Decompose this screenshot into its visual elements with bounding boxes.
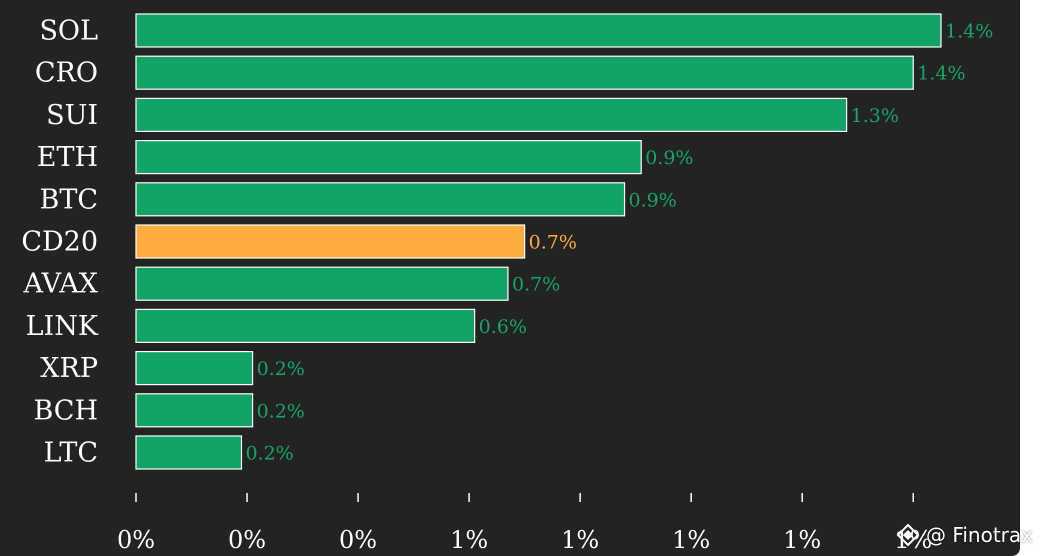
value-label-xrp: 0.2% <box>257 358 305 380</box>
bar-chart: 1.4% 1.4% 1.3% 0.9% 0.9% 0.7% 0.7% 0.6% 0.2% 0.2%… <box>21 13 993 554</box>
bars-layer <box>135 13 942 470</box>
category-label-link: LINK <box>26 311 99 342</box>
value-label-cd20: 0.7% <box>529 232 577 254</box>
x-tick-label: 0% <box>117 526 155 554</box>
category-label-cro: CRO <box>35 58 98 89</box>
category-label-avax: AVAX <box>22 269 98 300</box>
value-label-eth: 0.9% <box>645 147 693 169</box>
category-label-bch: BCH <box>33 395 98 426</box>
bar-bch <box>135 393 254 428</box>
x-tick-label: 1% <box>450 526 488 554</box>
x-tick-label: 1% <box>561 526 599 554</box>
bar-xrp <box>135 351 254 386</box>
bar-btc <box>135 182 626 217</box>
value-label-avax: 0.7% <box>512 274 560 296</box>
x-tick-label: 0% <box>339 526 377 554</box>
chart-panel: 1.4% 1.4% 1.3% 0.9% 0.9% 0.7% 0.7% 0.6% 0.2% 0.2%… <box>0 0 1020 556</box>
bar-ltc <box>135 435 243 470</box>
bar-cd20 <box>135 224 526 259</box>
value-label-sui: 1.3% <box>851 105 899 127</box>
x-axis: 0% 0% 0% 1% 1% 1% 1% 1% <box>117 493 932 554</box>
category-label-cd20: CD20 <box>21 227 98 258</box>
bar-sol <box>135 13 942 48</box>
category-label-btc: BTC <box>39 184 98 215</box>
bar-sui <box>135 97 848 133</box>
value-labels-layer: 1.4% 1.4% 1.3% 0.9% 0.9% 0.7% 0.7% 0.6% 0.2% 0.2%… <box>245 21 993 465</box>
value-label-btc: 0.9% <box>629 189 677 211</box>
bar-cro <box>135 55 914 90</box>
finotrax-logo-icon <box>896 523 920 547</box>
x-tick-label: 1% <box>783 526 821 554</box>
value-label-ltc: 0.2% <box>245 443 293 465</box>
category-label-sol: SOL <box>39 16 98 47</box>
x-tick-label: 0% <box>228 526 266 554</box>
category-labels-layer: SOL CRO SUI ETH BTC CD20 AVAX LINK XRP BCH LTC <box>21 16 98 469</box>
bar-avax <box>135 266 509 301</box>
watermark-text: @ Finotrax <box>925 523 1033 547</box>
category-label-sui: SUI <box>46 100 98 131</box>
bar-link <box>135 308 476 343</box>
value-label-sol: 1.4% <box>945 21 993 43</box>
value-label-link: 0.6% <box>479 316 527 338</box>
watermark: @ Finotrax <box>896 523 1033 547</box>
category-label-xrp: XRP <box>40 353 98 384</box>
value-label-bch: 0.2% <box>257 400 305 422</box>
category-label-ltc: LTC <box>44 438 98 469</box>
value-label-cro: 1.4% <box>917 63 965 85</box>
x-tick-label: 1% <box>672 526 710 554</box>
category-label-eth: ETH <box>37 142 98 173</box>
bar-eth <box>135 140 642 175</box>
